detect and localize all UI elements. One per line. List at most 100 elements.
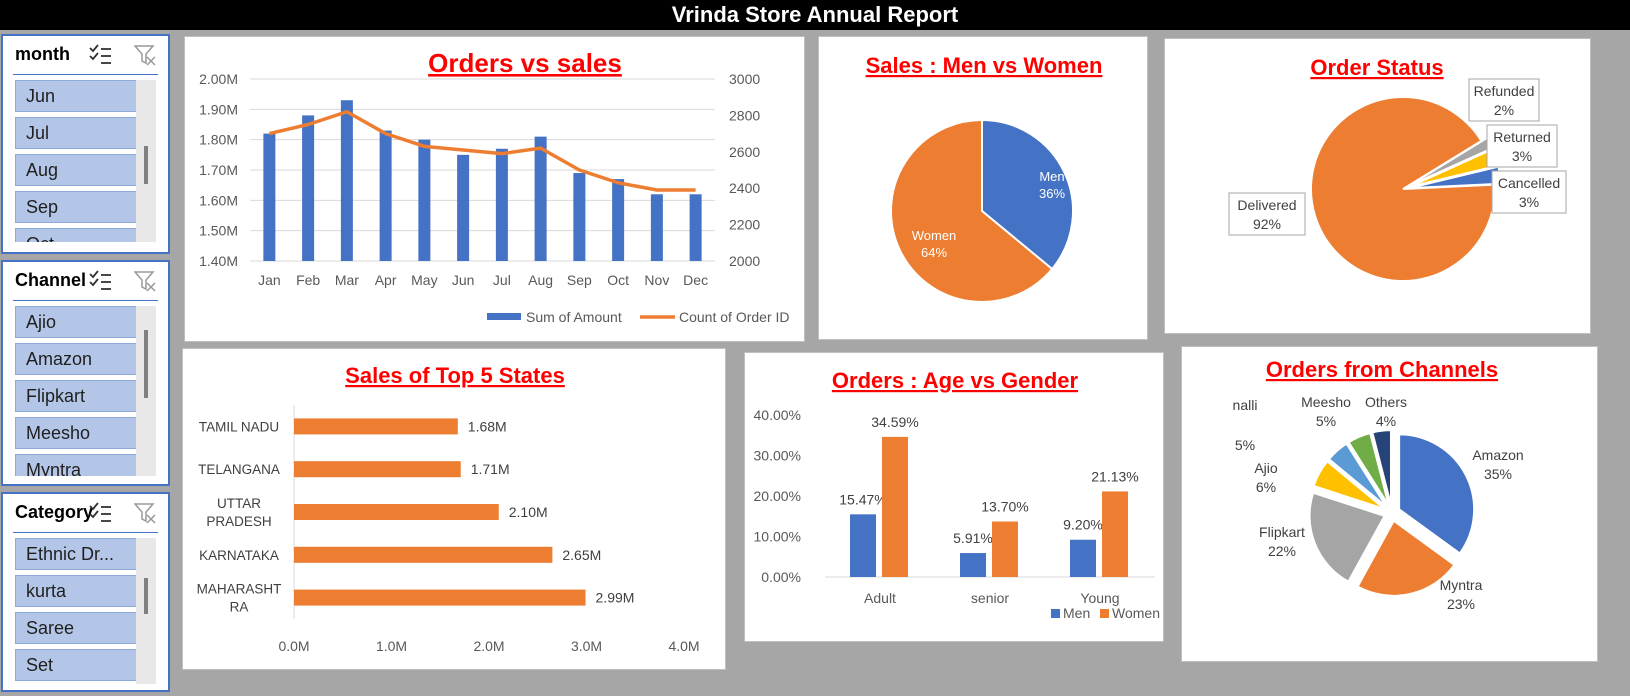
pie-slice-delivered: [1310, 96, 1496, 282]
slicer-item[interactable]: Set: [15, 649, 141, 681]
slicer-item[interactable]: Jun: [15, 80, 141, 112]
category-label: PRADESH: [206, 514, 271, 529]
slicer-item[interactable]: Sep: [15, 191, 141, 223]
slice-name-label: Refunded: [1474, 83, 1535, 99]
x-tick-label: Young: [1080, 590, 1119, 606]
pie-slice-others: [1371, 429, 1392, 506]
x-tick-label: 3.0M: [571, 638, 602, 654]
data-label: 21.13%: [1091, 468, 1138, 484]
orders-vs-sales-panel[interactable]: Orders vs sales 1.40M 1.50M 1.60M 1.70M 1.80M…: [184, 36, 805, 342]
scrollbar-thumb[interactable]: [144, 578, 148, 614]
data-label: 15.47%: [839, 491, 886, 507]
x-tick-label: Jul: [493, 272, 511, 288]
callout-box: [1491, 170, 1567, 214]
scrollbar[interactable]: [136, 538, 156, 684]
slicer-item[interactable]: Myntra: [15, 454, 141, 476]
x-tick-label: Jan: [258, 272, 281, 288]
month-slicer[interactable]: month Jun Jul Aug Sep Oct: [1, 34, 170, 254]
slicer-item[interactable]: Aug: [15, 154, 141, 186]
scrollbar-thumb[interactable]: [144, 330, 148, 398]
data-label: 1.71M: [471, 461, 510, 477]
slicer-item[interactable]: Ajio: [15, 306, 141, 338]
bar-men: [1070, 539, 1096, 577]
slicer-item[interactable]: Flipkart: [15, 380, 141, 412]
slice-value-label: 92%: [1253, 216, 1281, 232]
x-tick-label: 4.0M: [668, 638, 699, 654]
y-left-tick-label: 1.80M: [199, 132, 238, 148]
category-label: KARNATAKA: [199, 548, 279, 563]
slicer-item[interactable]: Amazon: [15, 343, 141, 375]
channels-panel[interactable]: Orders from Channels Amazon 35% Myntra 23% Fl…: [1181, 346, 1598, 662]
bar-state-sales: [294, 546, 553, 563]
scrollbar-thumb[interactable]: [144, 146, 148, 184]
slicer-title: Channel: [15, 270, 87, 290]
pie-slice-flipkart: [1308, 491, 1387, 584]
x-tick-label: May: [411, 272, 437, 288]
clear-filter-icon[interactable]: [133, 44, 156, 71]
legend-label: Count of Order ID: [679, 309, 790, 325]
bar-sum-of-amount: [650, 194, 663, 261]
age-gender-panel[interactable]: Orders : Age vs Gender 0.00% 10.00% 20.00% 3…: [744, 352, 1164, 642]
callout-box: [1486, 124, 1558, 168]
slicer-item[interactable]: kurta: [15, 575, 141, 607]
sales-men-women-chart: Sales : Men vs Women Men 36% Women 64%: [866, 53, 1103, 303]
bar-state-sales: [294, 418, 458, 435]
data-label: 13.70%: [981, 499, 1028, 515]
slicer-item[interactable]: Jul: [15, 117, 141, 149]
slicer-item[interactable]: Ethnic Dr...: [15, 538, 141, 570]
data-label: 2.65M: [562, 547, 601, 563]
y-tick-label: 20.00%: [754, 488, 801, 504]
order-status-panel[interactable]: Order Status Delivered 92% Refunded 2% Return…: [1164, 38, 1591, 334]
sales-men-women-panel[interactable]: Sales : Men vs Women Men 36% Women 64%: [818, 36, 1148, 340]
age-gender-chart: Orders : Age vs Gender 0.00% 10.00% 20.00% 3…: [754, 368, 1160, 621]
y-left-tick-label: 1.70M: [199, 162, 238, 178]
bar-state-sales: [294, 504, 499, 520]
data-label: 34.59%: [871, 414, 918, 430]
y-tick-label: 40.00%: [754, 407, 801, 423]
bar-sum-of-amount: [612, 179, 625, 261]
category-label: TELANGANA: [198, 462, 280, 477]
bar-sum-of-amount: [302, 115, 315, 262]
category-slicer[interactable]: Category Ethnic Dr... kurta Saree Set: [1, 492, 170, 692]
clear-filter-icon[interactable]: [133, 502, 156, 529]
slice-value-label: 22%: [1268, 543, 1296, 559]
bar-sum-of-amount: [534, 136, 547, 261]
top-states-chart: Sales of Top 5 States 1.68M TAMIL NADU 1.71…: [197, 363, 700, 654]
slicer-item[interactable]: Meesho: [15, 417, 141, 449]
order-status-chart: Order Status Delivered 92% Refunded 2% Return…: [1228, 55, 1567, 282]
chart-title: Sales : Men vs Women: [866, 53, 1103, 78]
y-left-tick-label: 1.40M: [199, 253, 238, 269]
slice-value-label: 23%: [1447, 596, 1475, 612]
category-label: MAHARASHT: [197, 582, 282, 597]
channels-chart: Orders from Channels Amazon 35% Myntra 23% Fl…: [1233, 357, 1524, 612]
scrollbar[interactable]: [136, 80, 156, 242]
clear-filter-icon[interactable]: [133, 270, 156, 297]
channel-slicer[interactable]: Channel Ajio Amazon Flipkart Meesho Mynt…: [1, 260, 170, 486]
multi-select-icon[interactable]: [88, 502, 112, 529]
slicer-item[interactable]: Saree: [15, 612, 141, 644]
y-tick-label: 30.00%: [754, 448, 801, 464]
y-left-tick-label: 2.00M: [199, 71, 238, 87]
data-label: 5.91%: [953, 530, 993, 546]
legend-label: Women: [1112, 605, 1160, 621]
bar-sum-of-amount: [418, 139, 431, 261]
slice-value-label: 64%: [921, 245, 947, 260]
slice-value-label: 5%: [1316, 413, 1336, 429]
slice-name-label: Others: [1365, 394, 1407, 410]
top-states-panel[interactable]: Sales of Top 5 States 1.68M TAMIL NADU 1.71…: [182, 348, 726, 670]
slice-value-label: 3%: [1519, 194, 1539, 210]
multi-select-icon[interactable]: [88, 270, 112, 297]
category-label: UTTAR: [217, 496, 261, 511]
slice-name-label: Men: [1039, 169, 1064, 184]
data-label: 9.20%: [1063, 517, 1103, 533]
bar-sum-of-amount: [379, 130, 392, 261]
slicer-item[interactable]: Oct: [15, 228, 141, 242]
bar-sum-of-amount: [495, 148, 508, 261]
slice-name-label: Returned: [1493, 129, 1551, 145]
y-right-tick-label: 2000: [729, 253, 760, 269]
scrollbar[interactable]: [136, 306, 156, 476]
pie-slice-nalli: [1327, 442, 1388, 508]
x-tick-label: Aug: [528, 272, 553, 288]
multi-select-icon[interactable]: [88, 44, 112, 71]
x-tick-label: Apr: [375, 272, 397, 288]
